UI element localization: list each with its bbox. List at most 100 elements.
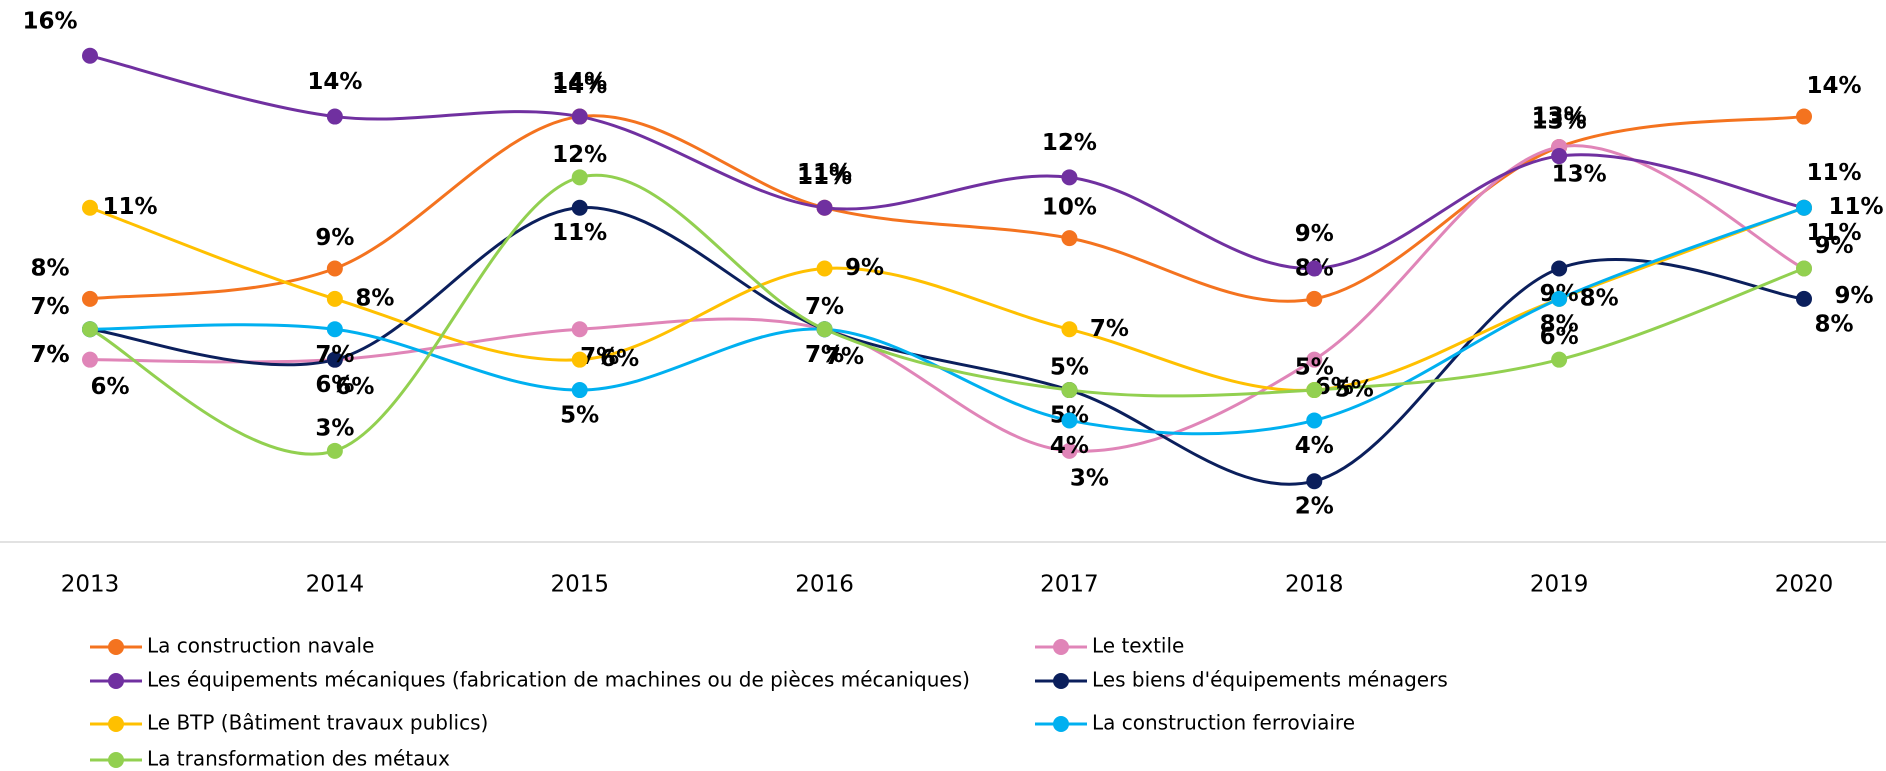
data-label: 14% [552,69,607,95]
legend-label: Les biens d'équipements ménagers [1092,668,1448,692]
data-point [1061,412,1078,429]
data-label: 16% [22,9,77,35]
data-point [1796,199,1812,216]
data-label: 3% [1070,465,1109,491]
x-tick-label: 2014 [306,572,365,598]
series-line [89,173,1805,456]
data-point [326,351,343,368]
data-label: 11% [552,220,607,246]
legend-marker [1053,639,1069,655]
data-point [1796,108,1812,125]
data-label: 8% [30,255,69,281]
data-label: 11% [102,194,157,220]
data-point [1306,260,1323,277]
data-point [1306,351,1323,368]
legend-marker [108,673,124,689]
data-label: 9% [315,225,354,251]
legend-marker [108,752,124,768]
x-tick-label: 2015 [550,572,609,598]
data-label: 8% [1580,285,1619,311]
data-label: 6% [90,374,129,400]
series-line [89,206,1805,436]
data-point [82,290,98,307]
data-label: 8% [1814,311,1853,337]
data-label: 14% [1806,73,1861,99]
data-label: 6% [600,346,639,372]
data-point [82,351,98,368]
data-point [1796,260,1812,277]
data-label: 4% [1050,433,1089,459]
legend-marker [1053,716,1069,732]
legend-marker [108,639,124,655]
series-line [89,206,1805,392]
legend-label: Le textile [1092,634,1184,658]
data-label: 7% [825,344,864,370]
x-tick-label: 2016 [795,572,854,598]
data-point [1061,442,1078,459]
data-point [571,382,588,399]
data-point [816,199,833,216]
data-point [326,442,343,459]
x-tick-label: 2017 [1040,572,1099,598]
x-tick-label: 2019 [1530,572,1589,598]
legend-label: Le BTP (Bâtiment travaux publics) [147,711,488,735]
data-label: 7% [30,294,69,320]
data-label: 7% [805,342,844,368]
data-label: 5% [1050,355,1089,381]
data-point [82,321,98,338]
data-point [1551,148,1568,165]
data-point [1796,290,1812,307]
data-label: 13% [1532,103,1587,129]
data-label: 11% [1806,160,1861,186]
data-point [571,169,588,186]
data-point [571,108,588,125]
data-label: 8% [1540,311,1579,337]
data-point [326,260,343,277]
x-tick-label: 2020 [1775,572,1834,598]
data-point [1551,290,1568,307]
data-label: 11% [797,160,852,186]
data-label: 7% [1090,316,1129,342]
data-point [1306,473,1323,490]
legend-marker [1053,673,1069,689]
data-label: 7% [805,342,844,368]
data-label: 6% [315,372,354,398]
x-tick-label: 2013 [61,572,120,598]
legend-label: La construction navale [147,634,374,658]
data-point [571,351,588,368]
series-line [89,206,1805,486]
data-point [571,199,588,216]
data-label: 11% [797,164,852,190]
data-point [1306,412,1323,429]
data-point [1551,260,1568,277]
data-point [1306,290,1323,307]
data-label: 2% [1295,494,1334,520]
x-tick-label: 2018 [1285,572,1344,598]
data-point [1306,382,1323,399]
data-point [816,321,833,338]
data-label: 8% [355,285,394,311]
data-point [326,290,343,307]
data-label: 13% [1552,161,1607,187]
data-label: 5% [1295,355,1334,381]
data-point [816,260,833,277]
data-point [326,108,343,125]
data-label: 4% [1295,433,1334,459]
data-label: 12% [1042,130,1097,156]
data-label: 11% [1806,220,1861,246]
data-label: 5% [560,403,599,429]
data-label: 5% [1335,377,1374,403]
data-label: 14% [307,69,362,95]
data-point [1551,351,1568,368]
data-label: 11% [1828,194,1883,220]
data-label: 6% [1540,324,1579,350]
data-point [326,321,343,338]
data-label: 14% [552,73,607,99]
data-point [82,47,98,64]
data-point [1061,169,1078,186]
data-label: 3% [315,415,354,441]
data-label: 13% [1532,109,1587,135]
data-point [571,321,588,338]
data-label: 10% [1042,195,1097,221]
